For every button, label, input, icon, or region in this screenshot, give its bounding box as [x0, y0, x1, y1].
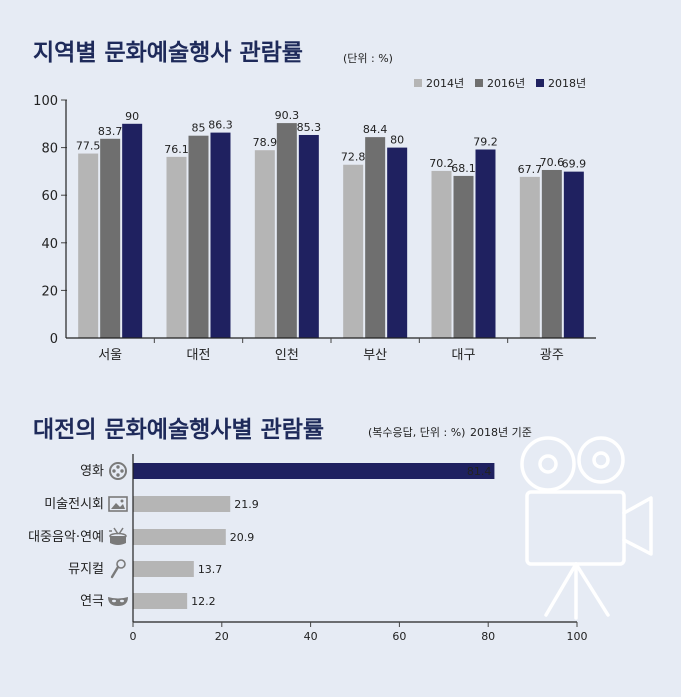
chart2-bars: [133, 463, 495, 609]
bar-value-label: 72.8: [341, 151, 366, 164]
bar: [541, 169, 562, 338]
bar-value-label: 83.7: [98, 125, 123, 138]
bar: [122, 123, 143, 338]
y-tick-label: 60: [41, 189, 58, 204]
bar: [210, 132, 231, 338]
chart2-basis-note: 2018년 기준: [470, 426, 532, 439]
bar-value-label: 80: [390, 134, 404, 147]
daejeon-hbar-chart: 대전의 문화예술행사별 관람률 (복수응답, 단위 : %) 2018년 기준: [28, 417, 653, 643]
legend-label-2: 2018년: [548, 77, 586, 90]
bar-value-label: 86.3: [208, 119, 233, 132]
movie-camera-icon: [520, 436, 653, 620]
bar-value-label: 84.4: [363, 123, 388, 136]
legend-swatch-1: [475, 79, 483, 87]
bar: [254, 150, 275, 338]
x-category-label: 대전: [187, 348, 211, 363]
hbar: [133, 593, 188, 609]
bar: [387, 147, 408, 338]
bar: [519, 176, 540, 338]
x-tick-label: 40: [304, 630, 318, 643]
bar: [365, 137, 386, 338]
bar-value-label: 69.9: [562, 158, 587, 171]
bar: [431, 170, 452, 338]
hbar-value-label: 21.9: [234, 498, 259, 511]
hbar-value-label: 13.7: [198, 563, 223, 576]
chart1-y-axis: 0 20 40 60 80 100: [33, 94, 67, 347]
bar-value-label: 68.1: [451, 162, 476, 175]
bar: [343, 164, 364, 338]
chart2-unit-note: (복수응답, 단위 : %): [368, 426, 465, 439]
painting-icon: [108, 496, 128, 512]
chart1-unit-note: (단위 : %): [343, 52, 393, 65]
y-tick-label: 40: [41, 237, 58, 252]
chart1-bars: [78, 123, 584, 338]
bar-value-label: 90: [125, 110, 139, 123]
bar: [78, 153, 99, 338]
chart2-title: 대전의 문화예술행사별 관람률: [33, 417, 324, 443]
bar-value-label: 79.2: [473, 136, 498, 149]
microphone-icon: [110, 559, 126, 579]
x-tick-label: 20: [215, 630, 229, 643]
hbar-value-label: 20.9: [230, 531, 255, 544]
bar-value-label: 67.7: [518, 163, 543, 176]
hbar: [133, 463, 495, 479]
hbar: [133, 529, 226, 545]
bar-value-label: 78.9: [253, 136, 278, 149]
bar: [453, 175, 474, 338]
bar-value-label: 70.6: [540, 156, 565, 169]
hbar: [133, 496, 231, 512]
bar-value-label: 85: [192, 122, 206, 135]
drum-icon: [109, 527, 127, 545]
y-category-label: 대중음악·연예: [28, 530, 104, 545]
bar-value-label: 77.5: [76, 140, 101, 153]
bar: [563, 171, 584, 338]
bar: [100, 138, 121, 338]
bar: [166, 156, 187, 338]
theater-mask-icon: [108, 597, 128, 606]
y-category-label: 영화: [80, 464, 104, 479]
bar: [475, 149, 496, 338]
legend-label-1: 2016년: [487, 77, 525, 90]
x-category-label: 광주: [540, 348, 564, 363]
bar-value-label: 70.2: [429, 157, 454, 170]
y-tick-label: 100: [33, 94, 58, 109]
x-tick-label: 80: [481, 630, 495, 643]
bar: [298, 134, 319, 338]
y-tick-label: 20: [41, 284, 58, 299]
chart1-x-axis: 서울 대전 인천 부산 대구 광주: [66, 337, 596, 363]
y-category-label: 미술전시회: [44, 497, 104, 512]
y-category-label: 뮤지컬: [68, 562, 104, 577]
bar-value-label: 76.1: [164, 143, 189, 156]
legend-label-0: 2014년: [426, 77, 464, 90]
x-category-label: 서울: [98, 348, 122, 363]
x-tick-label: 60: [392, 630, 406, 643]
legend-swatch-2: [536, 79, 544, 87]
chart1-title: 지역별 문화예술행사 관람률: [33, 40, 303, 66]
chart2-value-labels: 81.4 21.9 20.9 13.7 12.2: [191, 465, 491, 608]
y-category-label: 연극: [80, 594, 104, 609]
x-category-label: 부산: [363, 348, 387, 363]
x-category-label: 대구: [452, 348, 476, 363]
film-reel-icon: [109, 462, 127, 480]
bar: [276, 123, 297, 338]
legend-swatch-0: [414, 79, 422, 87]
x-category-label: 인천: [275, 348, 299, 363]
y-tick-label: 80: [41, 142, 58, 157]
bar-value-label: 85.3: [297, 121, 322, 134]
chart1-legend: 2014년 2016년 2018년: [414, 77, 586, 90]
x-tick-label: 0: [130, 630, 137, 643]
x-tick-label: 100: [567, 630, 588, 643]
regional-bar-chart: 지역별 문화예술행사 관람률 (단위 : %) 2014년 2016년 2018년 …: [33, 40, 596, 363]
bar-value-label: 90.3: [275, 109, 300, 122]
hbar-value-label: 12.2: [191, 595, 216, 608]
y-tick-label: 0: [50, 332, 58, 347]
chart2-x-axis: 0 20 40 60 80 100: [130, 454, 588, 643]
hbar: [133, 561, 194, 577]
bar: [188, 135, 209, 338]
hbar-value-label: 81.4: [467, 465, 492, 478]
chart1-value-labels: 77.5 83.790 76.185 86.3 78.9 90.385.3 72.8 84.4…: [76, 109, 586, 176]
